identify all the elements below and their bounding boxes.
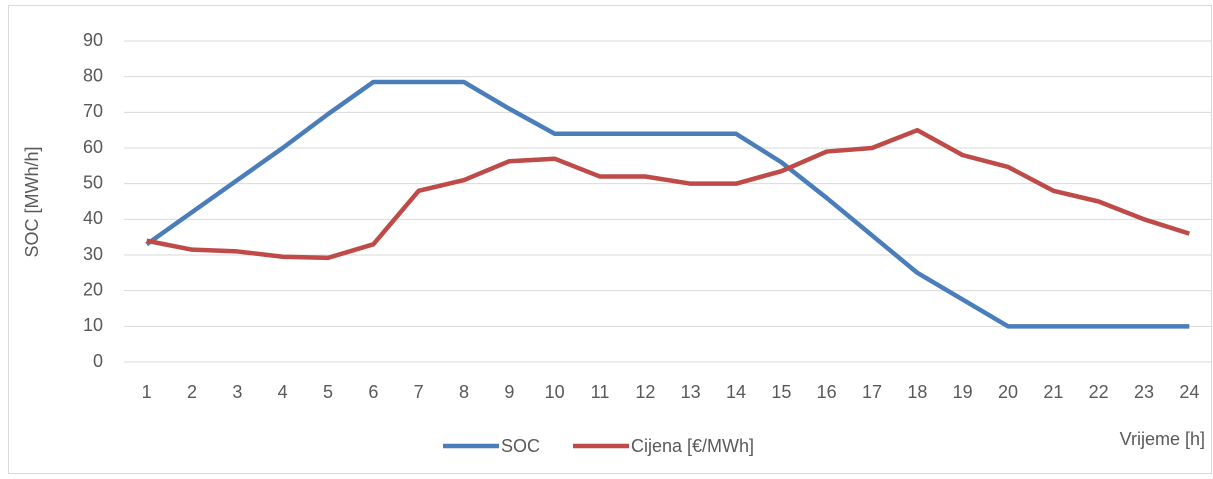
x-tick-label: 17 [862, 382, 882, 402]
x-tick-label: 4 [278, 382, 288, 402]
y-tick-label: 70 [83, 101, 103, 121]
x-tick-label: 12 [635, 382, 655, 402]
y-tick-label: 10 [83, 315, 103, 335]
x-tick-label: 19 [953, 382, 973, 402]
y-tick-label: 30 [83, 244, 103, 264]
y-tick-label: 0 [93, 351, 103, 371]
legend-label: Cijena [€/MWh] [631, 436, 754, 456]
x-tick-label: 13 [681, 382, 701, 402]
x-tick-label: 9 [504, 382, 514, 402]
x-tick-label: 22 [1089, 382, 1109, 402]
y-tick-label: 80 [83, 65, 103, 85]
y-tick-label: 40 [83, 208, 103, 228]
y-axis-title: SOC [MWh/h] [22, 146, 42, 257]
x-tick-label: 10 [545, 382, 565, 402]
x-tick-label: 18 [907, 382, 927, 402]
x-tick-label: 6 [368, 382, 378, 402]
x-tick-label: 1 [142, 382, 152, 402]
x-tick-label: 2 [187, 382, 197, 402]
series-line [145, 79, 1190, 329]
x-tick-label: 20 [998, 382, 1018, 402]
x-tick-label: 23 [1134, 382, 1154, 402]
x-tick-label: 11 [591, 382, 610, 402]
x-tick-label: 5 [323, 382, 333, 402]
x-tick-label: 15 [771, 382, 791, 402]
x-tick-label: 3 [232, 382, 242, 402]
x-tick-label: 21 [1043, 382, 1063, 402]
x-axis-title: Vrijeme [h] [1120, 429, 1205, 449]
x-tick-label: 14 [726, 382, 746, 402]
y-tick-label: 50 [83, 172, 103, 192]
x-tick-label: 16 [817, 382, 837, 402]
x-tick-label: 24 [1179, 382, 1199, 402]
series-line [146, 127, 1191, 261]
chart-border [8, 5, 1212, 474]
x-tick-label: 8 [459, 382, 469, 402]
legend-label: SOC [501, 436, 540, 456]
x-tick-label: 7 [414, 382, 424, 402]
y-tick-label: 60 [83, 137, 103, 157]
y-tick-label: 20 [83, 279, 103, 299]
y-tick-label: 90 [83, 30, 103, 50]
